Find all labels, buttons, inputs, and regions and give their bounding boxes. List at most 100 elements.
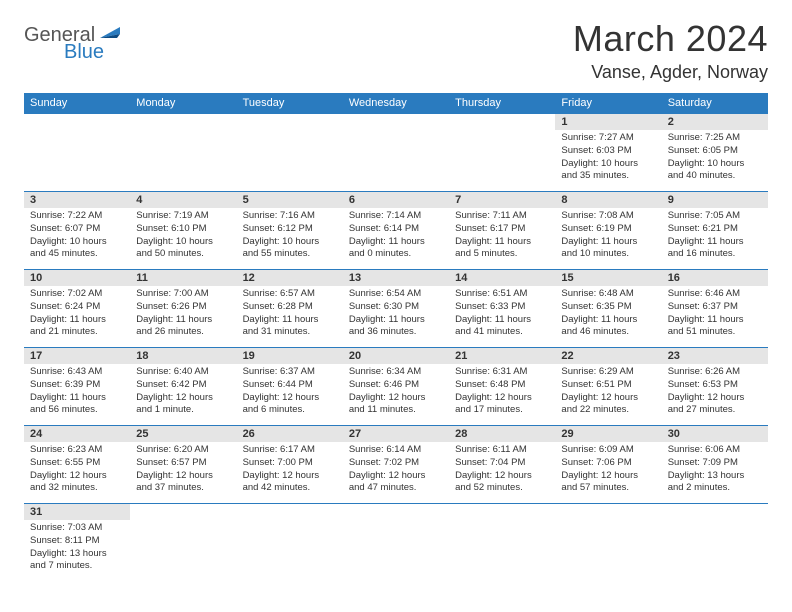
- daylight-text: Daylight: 12 hours and 42 minutes.: [243, 470, 337, 496]
- sunset-text: Sunset: 6:53 PM: [668, 379, 762, 392]
- day-number: 17: [24, 348, 130, 364]
- sunrise-text: Sunrise: 7:22 AM: [30, 210, 124, 223]
- daylight-text: Daylight: 11 hours and 5 minutes.: [455, 236, 549, 262]
- calendar-cell: 31 Sunrise: 7:03 AMSunset: 8:11 PMDayligh…: [24, 504, 130, 582]
- calendar-cell: 16Sunrise: 6:46 AMSunset: 6:37 PMDayligh…: [662, 270, 768, 348]
- sunset-text: Sunset: 7:09 PM: [668, 457, 762, 470]
- sunset-text: Sunset: 7:02 PM: [349, 457, 443, 470]
- sunrise-text: Sunrise: 7:19 AM: [136, 210, 230, 223]
- day-number: 11: [130, 270, 236, 286]
- day-number: 8: [555, 192, 661, 208]
- sunset-text: Sunset: 6:37 PM: [668, 301, 762, 314]
- day-number: 15: [555, 270, 661, 286]
- daylight-text: Daylight: 12 hours and 22 minutes.: [561, 392, 655, 418]
- calendar-cell: 27Sunrise: 6:14 AMSunset: 7:02 PMDayligh…: [343, 426, 449, 504]
- day-body: Sunrise: 7:05 AMSunset: 6:21 PMDaylight:…: [662, 208, 768, 265]
- calendar-cell: 25Sunrise: 6:20 AMSunset: 6:57 PMDayligh…: [130, 426, 236, 504]
- day-body: Sunrise: 6:57 AMSunset: 6:28 PMDaylight:…: [237, 286, 343, 343]
- sunset-text: Sunset: 6:05 PM: [668, 145, 762, 158]
- sunset-text: Sunset: 6:55 PM: [30, 457, 124, 470]
- sunset-text: Sunset: 6:12 PM: [243, 223, 337, 236]
- daylight-text: Daylight: 12 hours and 1 minute.: [136, 392, 230, 418]
- sunrise-text: Sunrise: 7:16 AM: [243, 210, 337, 223]
- sunrise-text: Sunrise: 7:03 AM: [30, 522, 124, 535]
- sunset-text: Sunset: 6:48 PM: [455, 379, 549, 392]
- day-number: 21: [449, 348, 555, 364]
- sunset-text: Sunset: 6:21 PM: [668, 223, 762, 236]
- sunset-text: Sunset: 6:07 PM: [30, 223, 124, 236]
- sunrise-text: Sunrise: 7:08 AM: [561, 210, 655, 223]
- daylight-text: Daylight: 12 hours and 32 minutes.: [30, 470, 124, 496]
- calendar-week-row: 1Sunrise: 7:27 AMSunset: 6:03 PMDaylight…: [24, 114, 768, 192]
- day-body: Sunrise: 6:34 AMSunset: 6:46 PMDaylight:…: [343, 364, 449, 421]
- daylight-text: Daylight: 11 hours and 41 minutes.: [455, 314, 549, 340]
- day-body: Sunrise: 7:19 AMSunset: 6:10 PMDaylight:…: [130, 208, 236, 265]
- month-title: March 2024: [573, 18, 768, 60]
- day-body: Sunrise: 6:31 AMSunset: 6:48 PMDaylight:…: [449, 364, 555, 421]
- daylight-text: Daylight: 10 hours and 35 minutes.: [561, 158, 655, 184]
- calendar-cell: 17 Sunrise: 6:43 AMSunset: 6:39 PMDayligh…: [24, 348, 130, 426]
- calendar-cell: [555, 504, 661, 582]
- day-number: 24: [24, 426, 130, 442]
- daylight-text: Daylight: 13 hours and 7 minutes.: [30, 548, 124, 574]
- header: General March 2024 Vanse, Agder, Norway: [24, 18, 768, 83]
- sunrise-text: Sunrise: 6:31 AM: [455, 366, 549, 379]
- day-body: Sunrise: 7:25 AMSunset: 6:05 PMDaylight:…: [662, 130, 768, 187]
- daylight-text: Daylight: 12 hours and 37 minutes.: [136, 470, 230, 496]
- daylight-text: Daylight: 12 hours and 52 minutes.: [455, 470, 549, 496]
- daylight-text: Daylight: 11 hours and 51 minutes.: [668, 314, 762, 340]
- sunrise-text: Sunrise: 6:26 AM: [668, 366, 762, 379]
- day-body: Sunrise: 6:11 AMSunset: 7:04 PMDaylight:…: [449, 442, 555, 499]
- day-header: Thursday: [449, 93, 555, 114]
- day-number: 2: [662, 114, 768, 130]
- calendar-cell: 24Sunrise: 6:23 AMSunset: 6:55 PMDayligh…: [24, 426, 130, 504]
- sunset-text: Sunset: 7:06 PM: [561, 457, 655, 470]
- day-number: 1: [555, 114, 661, 130]
- calendar-cell: [662, 504, 768, 582]
- day-body: Sunrise: 6:17 AMSunset: 7:00 PMDaylight:…: [237, 442, 343, 499]
- daylight-text: Daylight: 12 hours and 47 minutes.: [349, 470, 443, 496]
- day-body: Sunrise: 6:23 AMSunset: 6:55 PMDaylight:…: [24, 442, 130, 499]
- calendar-cell: 4Sunrise: 7:19 AMSunset: 6:10 PMDaylight…: [130, 192, 236, 270]
- daylight-text: Daylight: 10 hours and 50 minutes.: [136, 236, 230, 262]
- sunrise-text: Sunrise: 6:57 AM: [243, 288, 337, 301]
- day-body: Sunrise: 6:09 AMSunset: 7:06 PMDaylight:…: [555, 442, 661, 499]
- day-number: 10: [24, 270, 130, 286]
- day-number: 6: [343, 192, 449, 208]
- sunset-text: Sunset: 6:44 PM: [243, 379, 337, 392]
- sunrise-text: Sunrise: 7:05 AM: [668, 210, 762, 223]
- calendar-cell: 1Sunrise: 7:27 AMSunset: 6:03 PMDaylight…: [555, 114, 661, 192]
- day-body: Sunrise: 6:06 AMSunset: 7:09 PMDaylight:…: [662, 442, 768, 499]
- day-number: 31: [24, 504, 130, 520]
- daylight-text: Daylight: 13 hours and 2 minutes.: [668, 470, 762, 496]
- sunset-text: Sunset: 8:11 PM: [30, 535, 124, 548]
- sunset-text: Sunset: 6:39 PM: [30, 379, 124, 392]
- daylight-text: Daylight: 11 hours and 26 minutes.: [136, 314, 230, 340]
- calendar-cell: [449, 114, 555, 192]
- daylight-text: Daylight: 11 hours and 21 minutes.: [30, 314, 124, 340]
- sunset-text: Sunset: 6:51 PM: [561, 379, 655, 392]
- daylight-text: Daylight: 12 hours and 11 minutes.: [349, 392, 443, 418]
- calendar-cell: [343, 504, 449, 582]
- day-number: 13: [343, 270, 449, 286]
- calendar-cell: 5Sunrise: 7:16 AMSunset: 6:12 PMDaylight…: [237, 192, 343, 270]
- sunrise-text: Sunrise: 6:17 AM: [243, 444, 337, 457]
- sunrise-text: Sunrise: 6:43 AM: [30, 366, 124, 379]
- day-body: Sunrise: 6:54 AMSunset: 6:30 PMDaylight:…: [343, 286, 449, 343]
- day-number: 28: [449, 426, 555, 442]
- sunrise-text: Sunrise: 6:34 AM: [349, 366, 443, 379]
- calendar-cell: 19Sunrise: 6:37 AMSunset: 6:44 PMDayligh…: [237, 348, 343, 426]
- calendar-cell: 23Sunrise: 6:26 AMSunset: 6:53 PMDayligh…: [662, 348, 768, 426]
- day-body: Sunrise: 6:46 AMSunset: 6:37 PMDaylight:…: [662, 286, 768, 343]
- logo-wrap: General Blue: [24, 24, 124, 64]
- day-body: Sunrise: 7:14 AMSunset: 6:14 PMDaylight:…: [343, 208, 449, 265]
- sunrise-text: Sunrise: 6:40 AM: [136, 366, 230, 379]
- day-number: 12: [237, 270, 343, 286]
- day-body: Sunrise: 6:51 AMSunset: 6:33 PMDaylight:…: [449, 286, 555, 343]
- daylight-text: Daylight: 11 hours and 56 minutes.: [30, 392, 124, 418]
- day-number: 4: [130, 192, 236, 208]
- day-number: 3: [24, 192, 130, 208]
- day-number: 25: [130, 426, 236, 442]
- sunrise-text: Sunrise: 6:51 AM: [455, 288, 549, 301]
- sunrise-text: Sunrise: 6:29 AM: [561, 366, 655, 379]
